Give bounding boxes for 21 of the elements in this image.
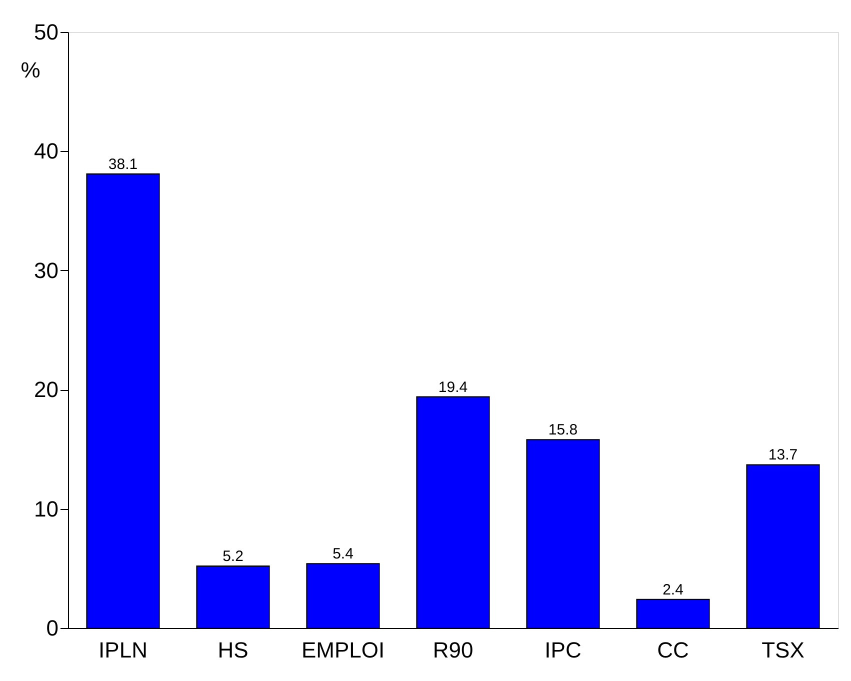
data-label: 5.4 xyxy=(332,546,354,563)
data-label: 13.7 xyxy=(768,446,798,464)
x-tick-label: EMPLOI xyxy=(301,638,385,662)
data-label: 2.4 xyxy=(662,581,684,598)
data-label: 5.2 xyxy=(222,548,244,566)
y-tick-label: 30 xyxy=(34,258,58,283)
data-label: 15.8 xyxy=(548,422,578,439)
x-tick-label: TSX xyxy=(762,638,805,662)
x-tick-label: IPLN xyxy=(98,638,148,662)
y-axis-title: % xyxy=(20,58,40,82)
y-tick-label: 0 xyxy=(46,616,58,640)
x-tick-label: IPC xyxy=(544,638,582,662)
data-label: 19.4 xyxy=(438,378,468,396)
y-tick-label: 50 xyxy=(34,20,58,44)
x-tick-label: CC xyxy=(657,638,689,662)
y-tick-label: 40 xyxy=(34,138,58,164)
y-tick-label: 10 xyxy=(34,496,58,522)
x-tick-label: R90 xyxy=(432,638,474,662)
data-label: 38.1 xyxy=(108,156,138,173)
x-tick-label: HS xyxy=(218,638,248,662)
y-tick-label: 20 xyxy=(34,377,58,402)
